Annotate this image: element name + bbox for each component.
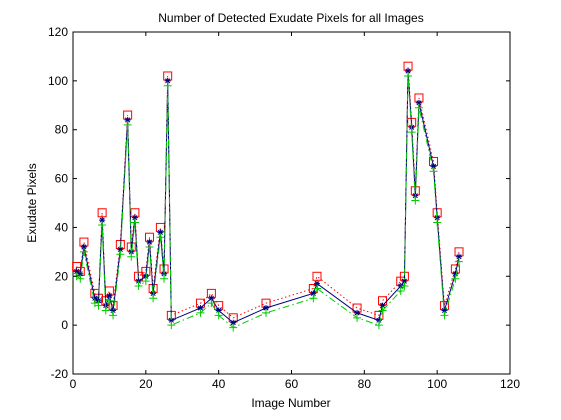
data-point <box>230 319 237 326</box>
data-point <box>411 196 420 205</box>
data-point <box>400 282 409 291</box>
data-point <box>76 274 85 283</box>
data-point <box>145 242 154 251</box>
data-point <box>456 253 463 260</box>
data-point <box>156 233 165 242</box>
x-tick-label: 0 <box>70 377 77 391</box>
data-point <box>374 321 383 330</box>
data-point <box>354 309 361 316</box>
data-point <box>105 296 114 305</box>
data-point <box>157 229 164 236</box>
data-point <box>353 313 362 322</box>
y-tick-label: 40 <box>55 220 69 234</box>
data-point <box>440 311 449 320</box>
chart-title: Number of Detected Exudate Pixels for al… <box>158 11 423 25</box>
x-tick-label: 40 <box>212 377 226 391</box>
data-point <box>101 306 110 315</box>
data-point <box>164 77 171 84</box>
data-point <box>110 307 117 314</box>
data-point <box>430 163 437 170</box>
data-point <box>109 311 118 320</box>
data-point <box>451 274 460 283</box>
y-tick-label: -20 <box>51 367 69 381</box>
data-point <box>99 217 106 224</box>
data-point <box>127 252 136 261</box>
data-point <box>168 317 175 324</box>
data-point <box>405 68 412 75</box>
data-point <box>134 282 143 291</box>
data-point <box>262 308 271 317</box>
series-3 <box>72 71 464 332</box>
x-axis-label: Image Number <box>251 396 330 410</box>
data-point <box>167 321 176 330</box>
data-point <box>312 284 321 293</box>
data-point <box>73 268 80 275</box>
data-point <box>131 214 138 221</box>
data-point <box>378 306 387 315</box>
data-point <box>94 301 103 310</box>
series-line <box>76 75 460 329</box>
y-tick-label: 20 <box>55 269 69 283</box>
data-point <box>79 247 88 256</box>
data-point <box>91 295 98 302</box>
data-point <box>379 302 386 309</box>
data-point <box>197 305 204 312</box>
data-point <box>309 294 318 303</box>
data-point <box>455 257 464 266</box>
data-point <box>441 307 448 314</box>
y-tick-label: 80 <box>55 123 69 137</box>
x-tick-label: 20 <box>139 377 153 391</box>
data-point <box>80 243 87 250</box>
data-point <box>215 307 222 314</box>
x-tick-label: 120 <box>500 377 520 391</box>
data-point <box>452 270 459 277</box>
data-point <box>160 274 169 283</box>
data-point <box>116 250 125 259</box>
data-point <box>375 317 382 324</box>
data-point <box>407 128 416 137</box>
y-axis-label: Exudate Pixels <box>25 163 39 242</box>
series-layer <box>72 61 464 332</box>
y-tick-label: 0 <box>61 318 68 332</box>
data-point <box>208 295 215 302</box>
data-point <box>415 99 422 106</box>
data-point <box>150 290 157 297</box>
y-tick-label: 100 <box>48 74 68 88</box>
data-point <box>429 167 438 176</box>
x-tick-label: 80 <box>358 377 372 391</box>
data-point <box>163 81 172 90</box>
data-point <box>433 218 442 227</box>
data-point <box>77 270 84 277</box>
data-point <box>106 292 113 299</box>
data-point <box>396 286 405 295</box>
data-point <box>404 71 413 80</box>
data-point <box>207 299 216 308</box>
data-point <box>310 290 317 297</box>
data-point <box>124 116 131 123</box>
data-point <box>401 278 408 285</box>
data-point <box>229 323 238 332</box>
data-point <box>313 280 320 287</box>
y-tick-label: 120 <box>48 25 68 39</box>
data-point <box>263 305 270 312</box>
data-point <box>196 308 205 317</box>
y-tick-label: 60 <box>55 172 69 186</box>
data-point <box>312 271 322 281</box>
data-point <box>214 311 223 320</box>
data-point <box>141 277 150 286</box>
data-point <box>149 294 158 303</box>
data-point <box>414 103 423 112</box>
data-point <box>146 239 153 246</box>
series-line <box>76 66 460 319</box>
data-point <box>97 208 107 218</box>
data-point <box>130 218 139 227</box>
plot-area <box>72 31 511 375</box>
data-point <box>123 120 132 129</box>
x-tick-label: 100 <box>427 377 447 391</box>
data-point <box>117 246 124 253</box>
data-point <box>98 220 107 229</box>
x-tick-label: 60 <box>285 377 299 391</box>
